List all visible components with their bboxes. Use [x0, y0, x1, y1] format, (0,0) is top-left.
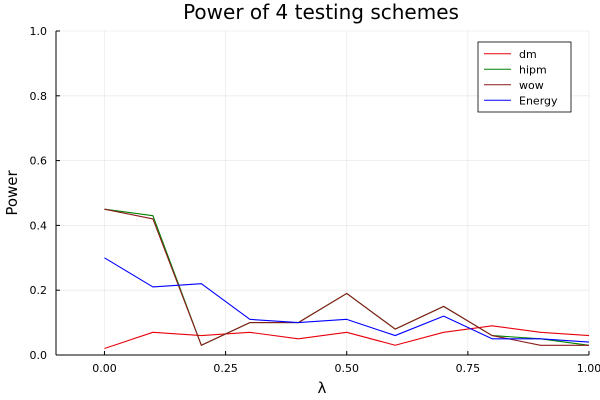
x-tick-label: 1.00	[577, 362, 600, 375]
legend-label: dm	[519, 48, 537, 61]
x-tick-label: 0.75	[456, 362, 481, 375]
series-line-dm	[104, 325, 590, 350]
y-tick-label: 0.4	[30, 219, 48, 232]
y-tick-label: 1.0	[30, 25, 48, 38]
x-axis-label: λ	[318, 379, 327, 397]
series-lines	[104, 208, 590, 350]
tick-labels: 0.00 0.25 0.50 0.75 1.00 0.0 0.2 0.4 0.6 0.8 1.0	[30, 25, 600, 375]
x-tick-label: 0.25	[213, 362, 238, 375]
legend: dm hipm wow Energy	[477, 41, 572, 113]
x-tick-label: 0.00	[92, 362, 117, 375]
y-tick-label: 0.2	[30, 284, 48, 297]
y-tick-label: 0.8	[30, 90, 48, 103]
legend-label: wow	[519, 79, 544, 92]
legend-label: hipm	[519, 63, 547, 76]
legend-label: Energy	[519, 94, 558, 107]
axes	[55, 30, 590, 356]
chart-title: Power of 4 testing schemes	[183, 0, 459, 24]
y-tick-label: 0.6	[30, 155, 48, 168]
x-tick-label: 0.50	[334, 362, 359, 375]
y-tick-label: 0.0	[30, 349, 48, 362]
y-axis-label: Power	[3, 169, 21, 215]
series-line-energy	[104, 257, 590, 343]
